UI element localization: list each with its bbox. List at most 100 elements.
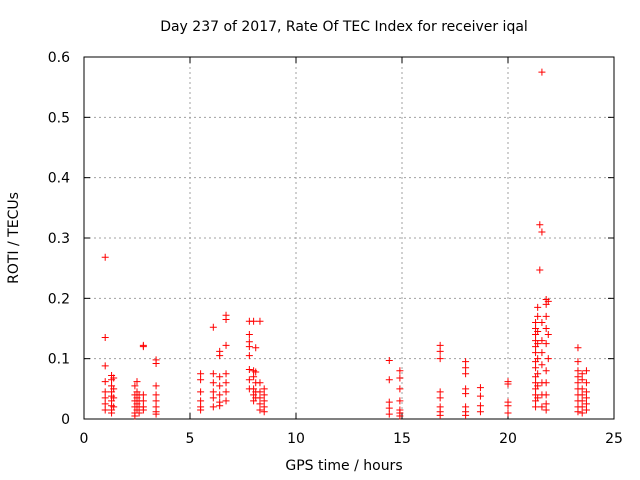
data-point <box>222 341 230 349</box>
data-point <box>436 355 444 363</box>
data-point <box>396 367 404 375</box>
data-point <box>476 384 484 392</box>
data-point <box>108 409 116 417</box>
y-tick-label: 0 <box>61 412 70 428</box>
data-point <box>504 409 512 417</box>
data-point <box>462 411 470 419</box>
data-point <box>538 228 546 236</box>
data-point <box>133 378 141 386</box>
data-point <box>222 388 230 396</box>
data-point <box>578 376 586 384</box>
data-point <box>101 406 109 414</box>
data-point <box>534 382 542 390</box>
data-point <box>582 388 590 396</box>
data-point <box>256 379 264 387</box>
data-point <box>110 385 118 393</box>
x-tick-label: 0 <box>80 431 89 447</box>
data-point <box>110 394 118 402</box>
data-point <box>260 408 268 416</box>
data-point <box>216 373 224 381</box>
data-point <box>532 318 540 326</box>
data-point <box>536 266 544 274</box>
data-point <box>574 344 582 352</box>
data-point <box>574 373 582 381</box>
data-point <box>101 334 109 342</box>
x-tick-label: 15 <box>393 431 411 447</box>
data-point <box>574 408 582 416</box>
data-point <box>209 370 217 378</box>
data-point <box>385 356 393 364</box>
data-point <box>110 374 118 382</box>
data-point <box>152 391 160 399</box>
data-point <box>110 403 118 411</box>
data-point <box>131 382 139 390</box>
x-tick-label: 5 <box>186 431 195 447</box>
data-point <box>504 380 512 388</box>
data-point <box>245 376 253 384</box>
data-point <box>582 400 590 408</box>
data-point <box>209 379 217 387</box>
data-point <box>532 403 540 411</box>
data-point <box>209 403 217 411</box>
data-point <box>544 355 552 363</box>
data-point <box>245 352 253 360</box>
data-point <box>582 394 590 402</box>
data-point <box>462 370 470 378</box>
data-point <box>582 367 590 375</box>
y-tick-label: 0.2 <box>48 291 70 307</box>
y-tick-label: 0.1 <box>48 352 70 368</box>
x-tick-label: 20 <box>499 431 517 447</box>
data-point <box>578 385 586 393</box>
data-point <box>256 394 264 402</box>
data-point <box>574 358 582 366</box>
data-point <box>222 379 230 387</box>
data-points <box>101 68 590 420</box>
data-point <box>101 378 109 386</box>
data-point <box>578 409 586 417</box>
data-point <box>216 382 224 390</box>
data-point <box>197 370 205 378</box>
data-point <box>542 391 550 399</box>
data-point <box>197 376 205 384</box>
data-point <box>216 391 224 399</box>
data-point <box>582 379 590 387</box>
data-point <box>462 364 470 372</box>
data-point <box>542 325 550 332</box>
data-point <box>260 391 268 399</box>
data-point <box>197 397 205 405</box>
data-point <box>582 406 590 414</box>
data-point <box>542 312 550 320</box>
data-point <box>209 388 217 396</box>
data-point <box>385 376 393 384</box>
data-point <box>209 394 217 402</box>
data-point <box>256 388 264 396</box>
data-point <box>385 404 393 412</box>
data-point <box>532 349 540 357</box>
x-tick-label: 25 <box>605 431 623 447</box>
data-point <box>578 391 586 399</box>
data-point <box>436 347 444 355</box>
data-point <box>578 403 586 411</box>
data-point <box>139 391 147 399</box>
data-point <box>532 364 540 372</box>
data-point <box>152 410 160 418</box>
data-point <box>216 402 224 410</box>
data-point <box>139 343 147 351</box>
data-point <box>534 328 542 336</box>
data-point <box>578 370 586 378</box>
data-point <box>396 374 404 382</box>
data-point <box>542 379 550 387</box>
data-point <box>101 400 109 408</box>
data-point <box>260 397 268 405</box>
data-point <box>534 312 542 320</box>
data-point <box>534 355 542 363</box>
data-point <box>538 349 546 357</box>
data-point <box>256 406 264 414</box>
data-point <box>574 367 582 375</box>
data-point <box>542 340 550 348</box>
data-point <box>245 366 253 374</box>
y-tick-label: 0.4 <box>48 171 70 187</box>
data-point <box>538 337 546 345</box>
data-point <box>222 397 230 405</box>
data-point <box>538 403 546 411</box>
